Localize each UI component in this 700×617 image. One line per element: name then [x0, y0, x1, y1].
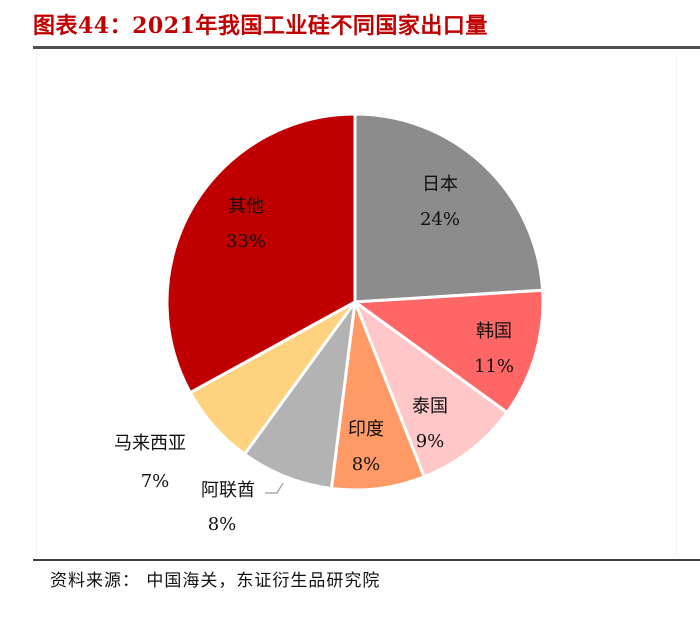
- label-india-name: 印度: [348, 419, 384, 440]
- pie-slice-印度: [329, 300, 426, 492]
- bottom-rule: [33, 559, 700, 561]
- label-korea-name: 韩国: [476, 321, 512, 342]
- label-thailand-pct: 9%: [416, 431, 445, 452]
- label-india-pct: 8%: [352, 454, 381, 475]
- pie-slice-泰国: [353, 300, 509, 479]
- label-uae-name: 阿联酋: [201, 480, 255, 501]
- label-uae-pct: 8%: [208, 514, 237, 535]
- source-note: 资料来源： 中国海关，东证衍生品研究院: [50, 571, 381, 591]
- pie-slices: [165, 112, 545, 492]
- chart-frame: [36, 51, 677, 557]
- pie-slice-日本: [353, 112, 545, 304]
- label-korea-pct: 11%: [474, 356, 514, 377]
- data-labels: 日本 24% 韩国 11% 泰国 9% 印度 8% 阿联酋 8% 马来西亚 7%…: [114, 174, 514, 535]
- top-rule: [33, 46, 700, 49]
- label-malaysia-name: 马来西亚: [114, 433, 186, 454]
- label-malaysia-pct: 7%: [141, 471, 170, 492]
- chart-title: 图表44：2021年我国工业硅不同国家出口量: [33, 13, 488, 39]
- pie-slice-阿联酋: [243, 300, 357, 491]
- label-japan-name: 日本: [422, 174, 458, 195]
- label-japan-pct: 24%: [420, 209, 460, 230]
- label-thailand-name: 泰国: [412, 396, 448, 417]
- label-other-name: 其他: [228, 196, 264, 217]
- uae-leader-line: [265, 482, 284, 494]
- label-other-pct: 33%: [226, 231, 266, 252]
- pie-slice-其他: [165, 112, 357, 395]
- pie-slice-韩国: [353, 288, 545, 414]
